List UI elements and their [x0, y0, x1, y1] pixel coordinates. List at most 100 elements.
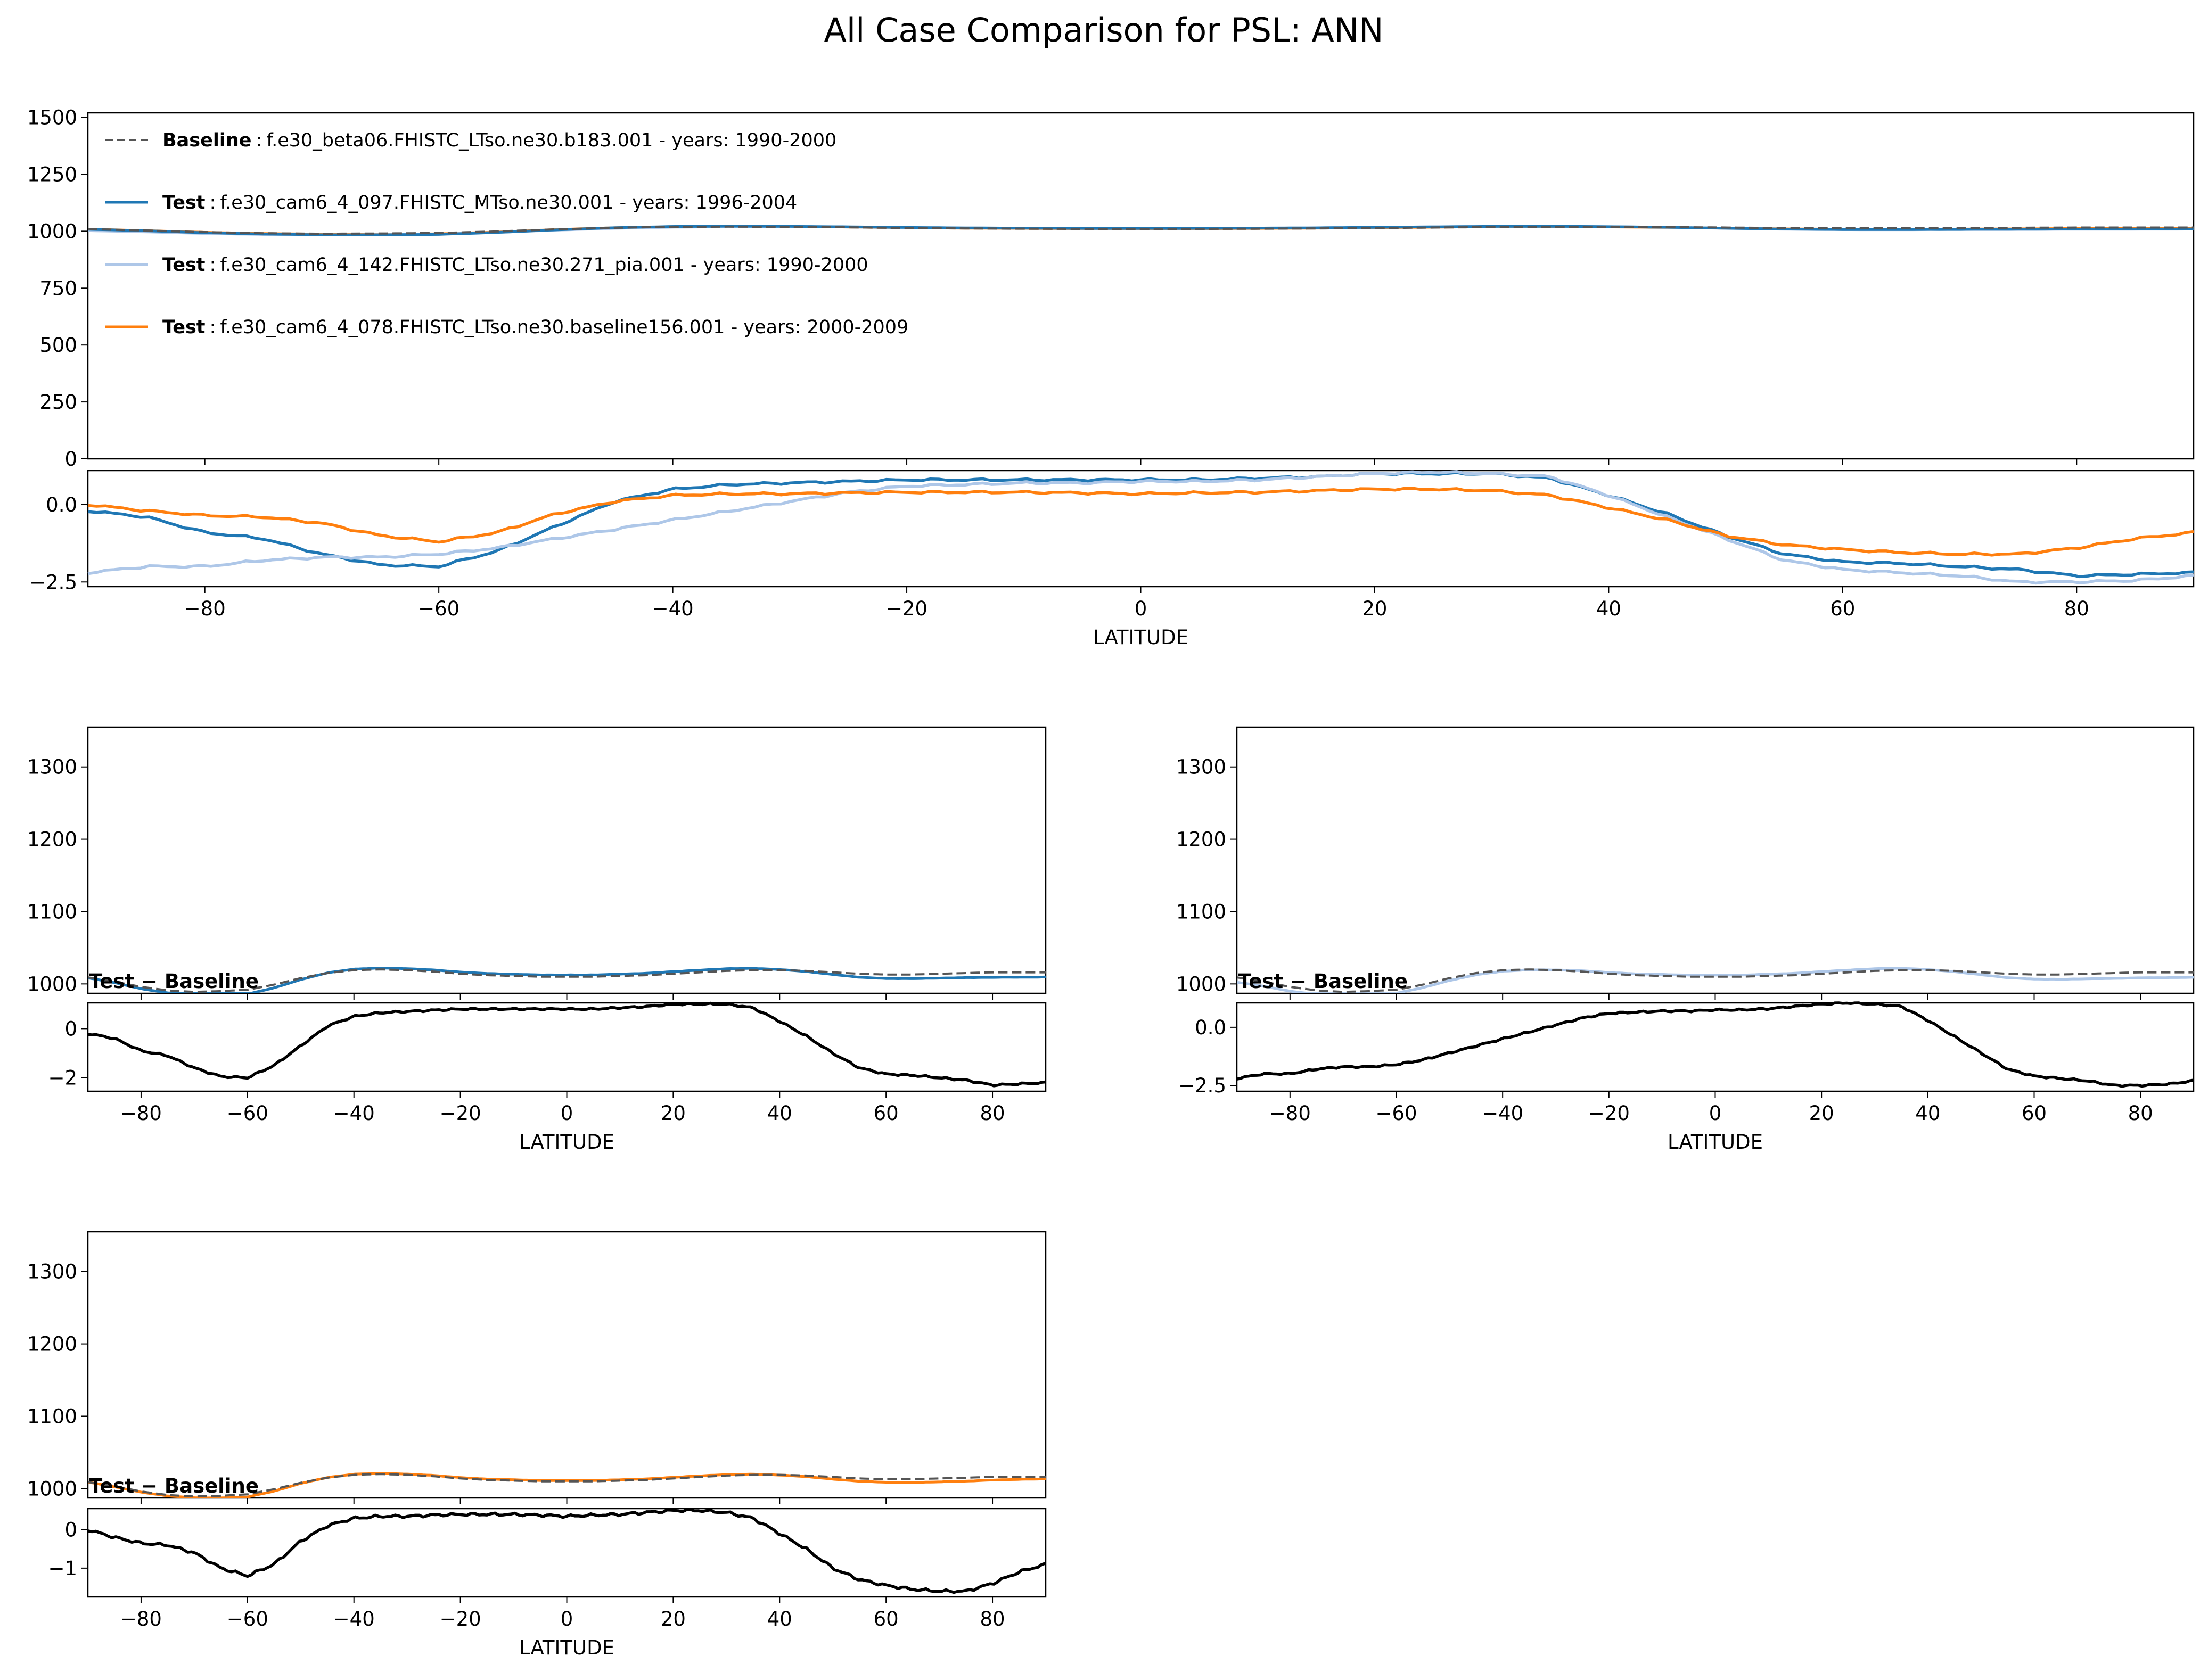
axes-frame: [1236, 726, 2195, 994]
legend-entry: Test: f.e30_cam6_4_142.FHISTC_LTso.ne30.2…: [162, 254, 868, 276]
panel-case-2: 1000 1100 1200 1300 Test − Baseline 0.0 −2.5 −8…: [1176, 726, 2195, 1154]
x-tick-label: −40: [652, 597, 694, 620]
figure-title: All Case Comparison for PSL: ANN: [824, 11, 1384, 50]
legend-case-text: f.e30_beta06.FHISTC_LTso.ne30.b183.001 -…: [266, 130, 836, 151]
x-tick-label: −80: [1269, 1102, 1311, 1125]
y-tick-label: 1250: [27, 163, 77, 186]
x-tick-label: −40: [333, 1102, 375, 1125]
legend-role: Test: [162, 192, 206, 213]
x-axis-label: LATITUDE: [1668, 1131, 1763, 1154]
x-tick-label: 60: [1830, 597, 1855, 620]
legend-role: Test: [162, 254, 206, 276]
x-tick-label: −60: [418, 597, 459, 620]
legend-case-text: f.e30_cam6_4_097.FHISTC_MTso.ne30.001 - …: [220, 192, 797, 213]
y-tick-label: 1200: [27, 828, 77, 851]
y-tick-label: 1000: [27, 973, 77, 995]
x-tick-label: 80: [2128, 1102, 2153, 1125]
y-tick-label: −1: [48, 1557, 77, 1580]
x-tick-label: 80: [980, 1608, 1005, 1630]
x-tick-label: 40: [1915, 1102, 1940, 1125]
legend-role: Test: [162, 317, 206, 338]
axes-frame: [87, 112, 2195, 460]
test3-diff-line: [87, 487, 2194, 557]
x-tick-label: 0: [561, 1608, 573, 1630]
axes-frame: [87, 1231, 1047, 1499]
test1-diff-line: [87, 1001, 1046, 1088]
x-tick-label: 80: [2064, 597, 2089, 620]
legend-separator: :: [210, 254, 216, 276]
panel-case-1: 1000 1100 1200 1300 Test − Baseline 0 −2 −80 −60…: [27, 726, 1047, 1154]
legend-entry: Test: f.e30_cam6_4_097.FHISTC_MTso.ne30.0…: [162, 192, 797, 213]
legend-entry: Baseline: f.e30_beta06.FHISTC_LTso.ne30.b…: [162, 130, 836, 151]
x-tick-label: −20: [1588, 1102, 1630, 1125]
x-tick-label: 60: [874, 1608, 899, 1630]
x-axis-label: LATITUDE: [519, 1131, 614, 1154]
y-tick-label: 1000: [1176, 973, 1226, 995]
y-tick-label: 1100: [27, 900, 77, 923]
panel-title: Test − Baseline: [89, 1475, 259, 1497]
test1-series-line: [88, 967, 1046, 993]
axes-frame: [87, 726, 1047, 994]
y-tick-label: 0: [64, 448, 77, 471]
x-tick-label: 40: [1596, 597, 1621, 620]
legend: Baseline: f.e30_beta06.FHISTC_LTso.ne30.b…: [105, 130, 908, 338]
y-tick-label: 1300: [27, 1261, 77, 1283]
y-tick-label: −2: [48, 1067, 77, 1090]
y-tick-label: 1300: [1176, 756, 1226, 779]
test3-diff-line: [87, 1508, 1046, 1594]
axes-frame: [87, 470, 2195, 588]
y-tick-label: 750: [39, 277, 77, 300]
x-tick-label: −80: [120, 1608, 162, 1630]
y-tick-label: 1300: [27, 756, 77, 779]
x-tick-label: −20: [440, 1102, 481, 1125]
x-tick-label: 40: [767, 1102, 792, 1125]
baseline-series-line: [88, 1473, 1046, 1498]
x-tick-label: −80: [184, 597, 226, 620]
y-tick-label: −2.5: [29, 571, 77, 594]
x-tick-label: −40: [333, 1608, 375, 1630]
x-axis-label: LATITUDE: [1093, 626, 1188, 649]
y-tick-label: 1000: [27, 1477, 77, 1500]
x-tick-label: −60: [227, 1102, 268, 1125]
y-tick-label: 250: [39, 391, 77, 414]
panel-case-3: 1000 1100 1200 1300 Test − Baseline 0 −1 −80 −60…: [27, 1231, 1047, 1659]
legend-separator: :: [256, 130, 262, 151]
panel-all-cases: 0 250 500 750 1000 1250 1500 0.0 −2.5 −80 −60 −40 −2…: [27, 106, 2195, 649]
baseline-series-line: [88, 225, 2194, 235]
y-tick-label: 1000: [27, 220, 77, 243]
x-tick-label: 20: [661, 1608, 686, 1630]
x-tick-label: 0: [561, 1102, 573, 1125]
x-tick-label: 60: [2022, 1102, 2047, 1125]
y-tick-label: 1100: [1176, 900, 1226, 923]
axes-frame: [87, 1508, 1047, 1598]
x-tick-label: −40: [1482, 1102, 1523, 1125]
test2-series-line: [1237, 967, 2194, 993]
legend-case-text: f.e30_cam6_4_078.FHISTC_LTso.ne30.baseli…: [220, 317, 908, 338]
test3-series-line: [88, 1472, 1046, 1498]
y-tick-label: 1500: [27, 106, 77, 129]
x-tick-label: 20: [661, 1102, 686, 1125]
test1-diff-line: [87, 471, 2194, 579]
test2-diff-line: [1236, 1001, 2194, 1088]
x-tick-label: 0: [1709, 1102, 1722, 1125]
x-tick-label: −60: [227, 1608, 268, 1630]
y-tick-label: 0.0: [46, 493, 77, 516]
x-tick-label: −20: [440, 1608, 481, 1630]
x-tick-label: 80: [980, 1102, 1005, 1125]
panel-title: Test − Baseline: [1238, 970, 1408, 993]
x-tick-label: −80: [120, 1102, 162, 1125]
x-tick-label: 20: [1362, 597, 1387, 620]
x-tick-label: 60: [874, 1102, 899, 1125]
legend-separator: :: [210, 317, 216, 338]
y-tick-label: −2.5: [1178, 1074, 1226, 1097]
x-tick-label: 0: [1135, 597, 1147, 620]
legend-entry: Test: f.e30_cam6_4_078.FHISTC_LTso.ne30.b…: [162, 317, 908, 338]
legend-case-text: f.e30_cam6_4_142.FHISTC_LTso.ne30.271_pi…: [220, 254, 868, 276]
y-tick-label: 0: [64, 1017, 77, 1040]
test2-diff-line: [87, 470, 2194, 585]
y-tick-label: 0: [64, 1519, 77, 1542]
x-axis-label: LATITUDE: [519, 1636, 614, 1659]
y-tick-label: 1100: [27, 1405, 77, 1428]
x-tick-label: −20: [886, 597, 927, 620]
